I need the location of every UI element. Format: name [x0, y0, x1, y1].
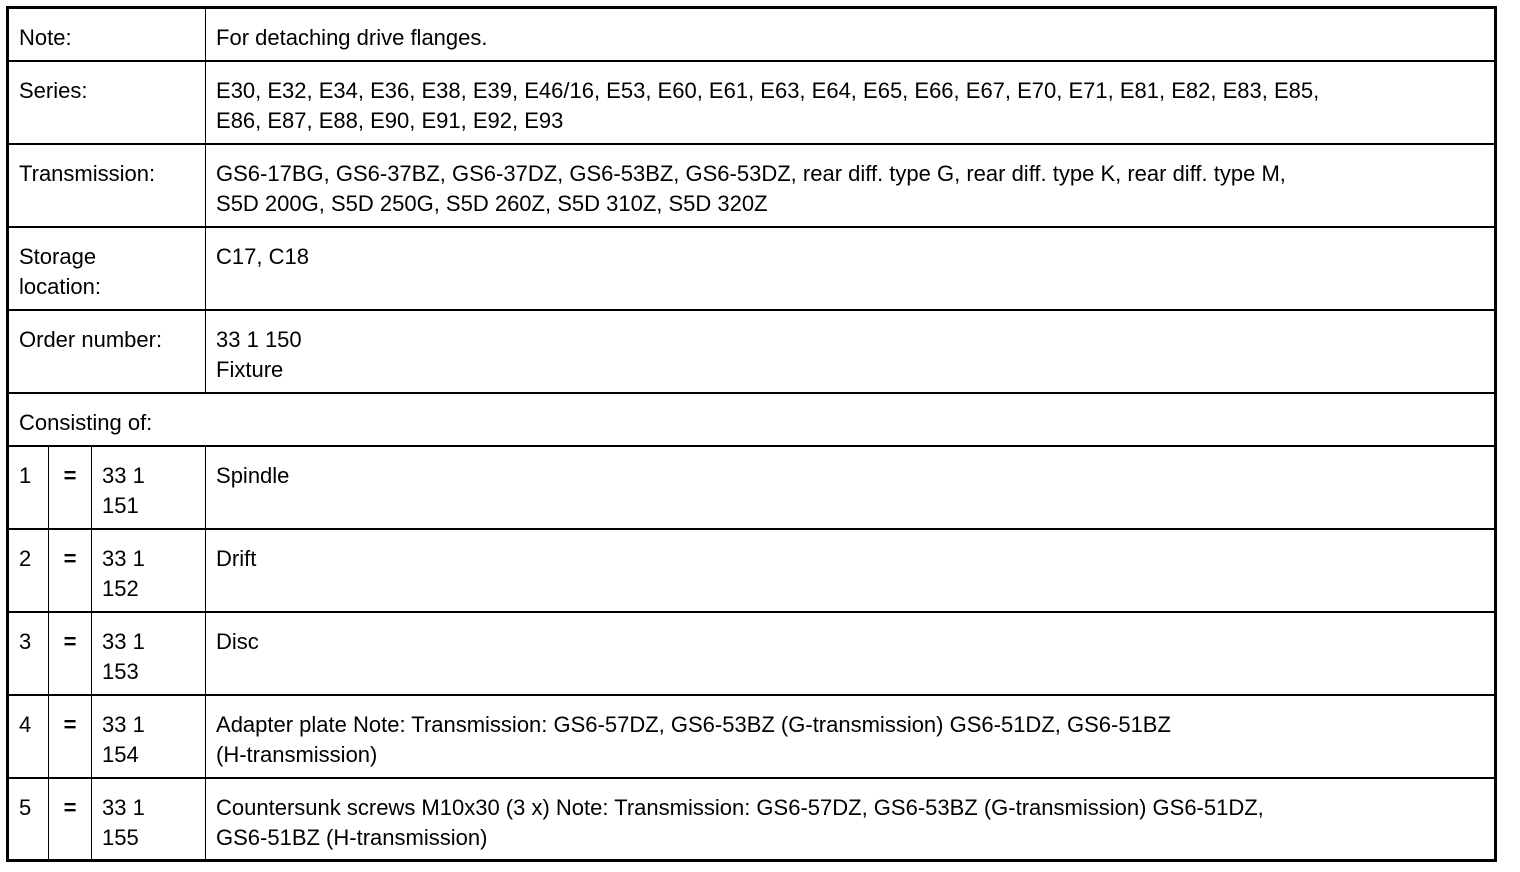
- part-number-index: 3: [7, 610, 49, 695]
- order-number-row: Order number: 33 1 150 Fixture: [6, 308, 1496, 393]
- series-label: Series:: [6, 59, 207, 144]
- part-number-index: 4: [7, 693, 49, 778]
- consisting-row: Consisting of:: [7, 391, 1496, 446]
- series-row: Series: E30, E32, E34, E36, E38, E39, E4…: [6, 59, 1496, 144]
- part-row: 1 = 33 1 151 Spindle: [7, 444, 1496, 529]
- storage-label: Storage location:: [6, 225, 207, 310]
- part-description: Adapter plate Note: Transmission: GS6-57…: [205, 693, 1496, 778]
- note-label: Note:: [6, 6, 207, 61]
- part-description: Spindle: [205, 444, 1496, 529]
- order-number-label: Order number:: [6, 308, 207, 393]
- equals-sign: =: [48, 776, 92, 861]
- part-number-index: 5: [7, 776, 49, 861]
- equals-sign: =: [48, 444, 92, 529]
- part-order-number: 33 1 155: [90, 776, 207, 861]
- part-number-index: 2: [7, 527, 49, 612]
- note-value: For detaching drive flanges.: [205, 6, 1496, 61]
- series-value: E30, E32, E34, E36, E38, E39, E46/16, E5…: [205, 59, 1496, 144]
- part-row: 4 = 33 1 154 Adapter plate Note: Transmi…: [7, 693, 1496, 778]
- part-description: Drift: [205, 527, 1496, 612]
- equals-sign: =: [48, 610, 92, 695]
- equals-sign: =: [48, 693, 92, 778]
- note-row: Note: For detaching drive flanges.: [6, 6, 1496, 61]
- part-row: 2 = 33 1 152 Drift: [7, 527, 1496, 612]
- part-description: Countersunk screws M10x30 (3 x) Note: Tr…: [205, 776, 1496, 861]
- part-description: Disc: [205, 610, 1496, 695]
- part-order-number: 33 1 153: [90, 610, 207, 695]
- transmission-label: Transmission:: [6, 142, 207, 227]
- consisting-label: Consisting of:: [7, 391, 1496, 446]
- transmission-row: Transmission: GS6-17BG, GS6-37BZ, GS6-37…: [6, 142, 1496, 227]
- order-number-value: 33 1 150 Fixture: [205, 308, 1496, 393]
- part-order-number: 33 1 154: [90, 693, 207, 778]
- equals-sign: =: [48, 527, 92, 612]
- tool-spec-table: Note: For detaching drive flanges. Serie…: [6, 6, 1497, 862]
- part-number-index: 1: [7, 444, 49, 529]
- part-order-number: 33 1 151: [90, 444, 207, 529]
- storage-value: C17, C18: [205, 225, 1496, 310]
- part-row: 5 = 33 1 155 Countersunk screws M10x30 (…: [7, 776, 1496, 861]
- storage-row: Storage location: C17, C18: [6, 225, 1496, 310]
- part-order-number: 33 1 152: [90, 527, 207, 612]
- transmission-value: GS6-17BG, GS6-37BZ, GS6-37DZ, GS6-53BZ, …: [205, 142, 1496, 227]
- part-row: 3 = 33 1 153 Disc: [7, 610, 1496, 695]
